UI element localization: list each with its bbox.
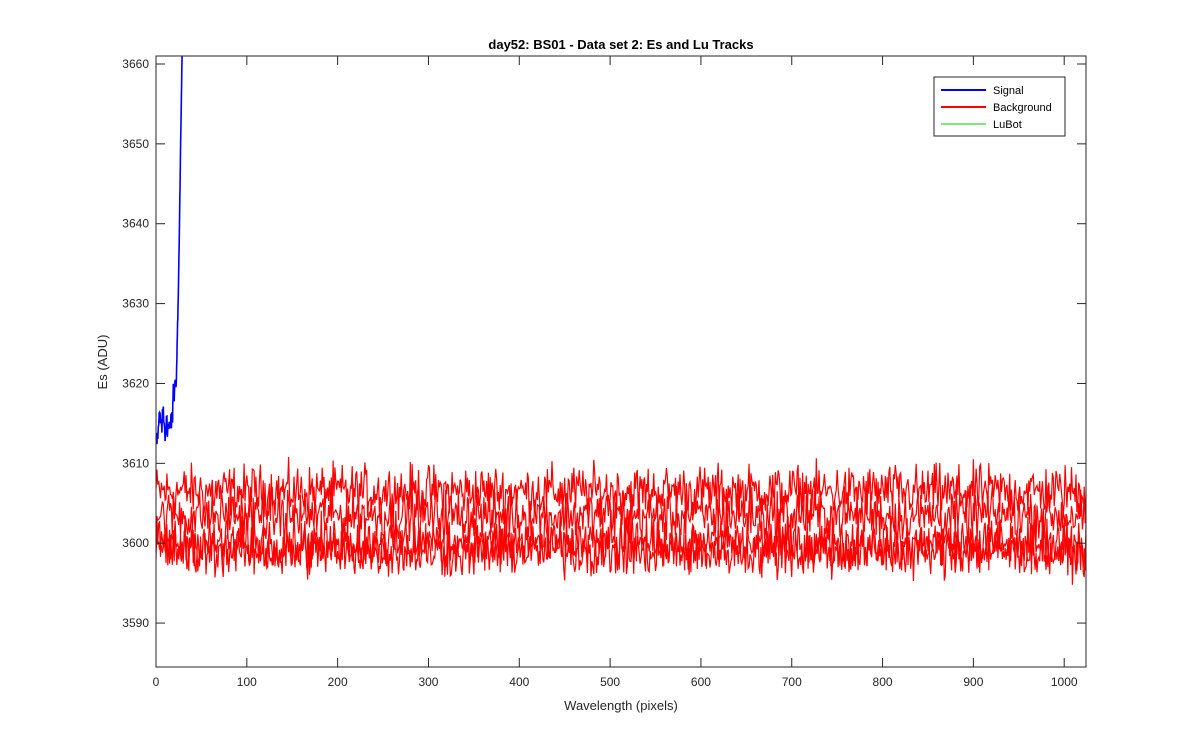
y-tick-label: 3590: [122, 616, 149, 630]
y-tick-label: 3630: [122, 297, 149, 311]
legend: Signal Background LuBot: [933, 76, 1066, 137]
x-tick-label: 600: [691, 675, 711, 689]
plot-area: [156, 56, 1086, 667]
x-tick-label: 400: [509, 675, 529, 689]
y-tick-label: 3600: [122, 536, 149, 550]
background-line-4: [156, 516, 1086, 585]
series-layer: [156, 56, 1086, 585]
y-tick-label: 3610: [122, 456, 149, 470]
legend-label-signal: Signal: [993, 85, 1024, 97]
x-tick-label: 700: [782, 675, 802, 689]
x-tick-label: 100: [237, 675, 257, 689]
x-tick-label: 300: [418, 675, 438, 689]
signal-line: [156, 56, 183, 445]
tick-layer: 0 100 200 300 400 500 600 700 800 900 1000 3590 3600…: [122, 56, 1086, 689]
y-tick-label: 3650: [122, 137, 149, 151]
axes-box: [155, 55, 1087, 668]
background-line-2: [156, 482, 1086, 548]
legend-label-background: Background: [993, 102, 1052, 114]
x-axis-label: Wavelength (pixels): [564, 698, 678, 713]
x-tick-label: 200: [328, 675, 348, 689]
y-tick-label: 3620: [122, 376, 149, 390]
y-axis-label: Es (ADU): [95, 335, 110, 390]
x-tick-label: 900: [963, 675, 983, 689]
x-tick-label: 1000: [1051, 675, 1078, 689]
x-tick-label: 500: [600, 675, 620, 689]
legend-label-lubot: LuBot: [993, 119, 1022, 131]
y-tick-label: 3660: [122, 57, 149, 71]
x-tick-label: 0: [153, 675, 160, 689]
chart-title: day52: BS01 - Data set 2: Es and Lu Trac…: [488, 37, 753, 52]
x-tick-label: 800: [873, 675, 893, 689]
y-tick-label: 3640: [122, 217, 149, 231]
